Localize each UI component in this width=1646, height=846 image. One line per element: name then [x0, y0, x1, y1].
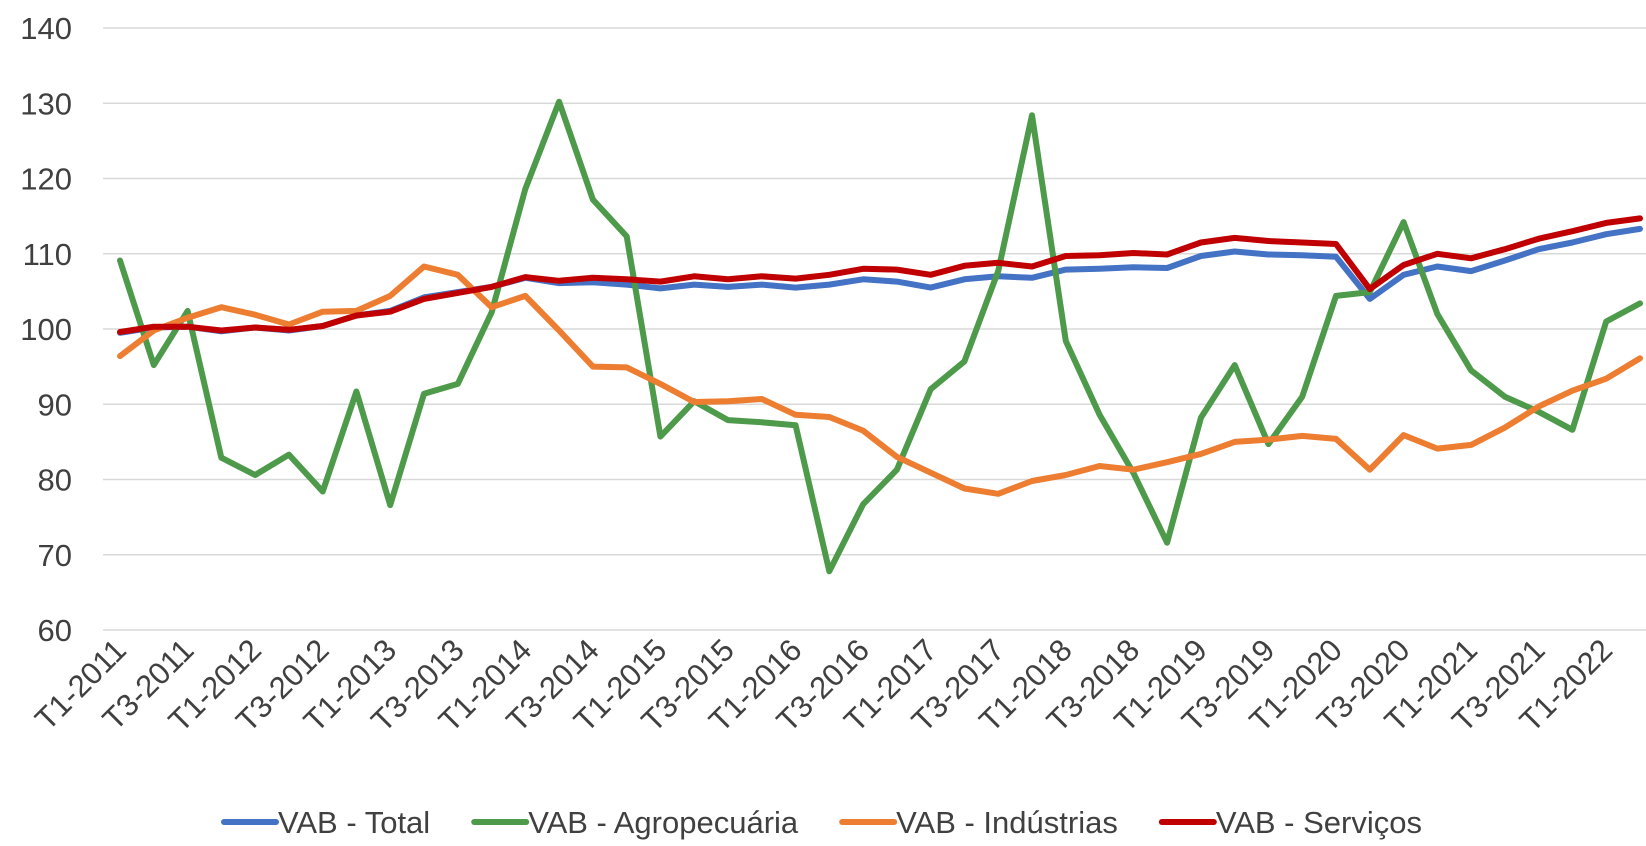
- y-tick-label: 90: [38, 387, 72, 422]
- legend-label: VAB - Serviços: [1216, 805, 1422, 840]
- y-tick-label: 70: [38, 538, 72, 573]
- legend-label: VAB - Indústrias: [896, 805, 1118, 840]
- y-tick-label: 80: [38, 463, 72, 498]
- y-tick-label: 110: [23, 237, 72, 272]
- series-line: [117, 215, 1643, 335]
- y-tick-label: 140: [20, 11, 72, 46]
- y-tick-label: 100: [20, 312, 72, 347]
- series-line: [117, 263, 1643, 497]
- series-line: [117, 98, 1643, 575]
- y-tick-label: 130: [20, 86, 72, 121]
- legend-label: VAB - Agropecuária: [528, 805, 799, 840]
- legend-label: VAB - Total: [278, 805, 430, 840]
- y-tick-label: 60: [38, 613, 72, 648]
- legend: VAB - Total VAB - Agropecuária VAB - Indús…: [220, 805, 1422, 840]
- y-tick-label: 120: [20, 162, 72, 197]
